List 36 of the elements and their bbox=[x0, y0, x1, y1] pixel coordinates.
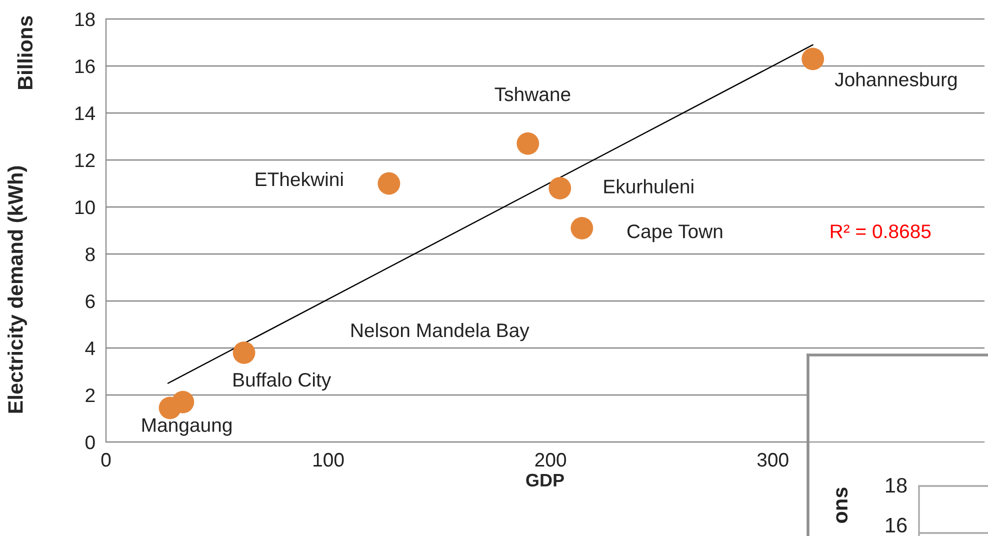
annotation: Nelson Mandela Bay bbox=[352, 322, 530, 342]
y-tick-label: 0 bbox=[86, 435, 95, 450]
x-tick-label: 0 bbox=[101, 452, 111, 467]
point bbox=[570, 216, 594, 240]
y-tick-label: 10 bbox=[75, 200, 95, 214]
annotation: Ekurhuleni bbox=[604, 179, 694, 194]
text: ons bbox=[836, 488, 848, 523]
text: 18 bbox=[886, 478, 907, 493]
annotation: Buffalo City bbox=[234, 372, 332, 391]
annotation: Tshwane bbox=[494, 86, 570, 102]
y-tick-label: 8 bbox=[86, 247, 95, 262]
point bbox=[172, 390, 194, 414]
y-tick-label: 6 bbox=[86, 294, 95, 308]
point bbox=[516, 132, 540, 155]
y2-axis-title: Billions bbox=[17, 16, 33, 90]
x-axis-title: GDP bbox=[526, 474, 564, 487]
point bbox=[548, 177, 572, 200]
annotation: R² = 0.8685 bbox=[830, 224, 931, 238]
annotation: EThekwini bbox=[256, 172, 343, 186]
annotation: Mangaung bbox=[142, 418, 232, 436]
y-tick-label: 2 bbox=[86, 388, 95, 402]
y-tick-label: 12 bbox=[75, 153, 95, 168]
text: 16 bbox=[886, 518, 907, 533]
point bbox=[802, 48, 824, 70]
y-tick-label: 14 bbox=[75, 106, 96, 120]
annotation: Johannesburg bbox=[834, 72, 957, 90]
y-tick-label: 18 bbox=[75, 12, 95, 26]
y-tick-label: 4 bbox=[85, 342, 96, 356]
x-tick-label: 100 bbox=[314, 452, 344, 467]
point bbox=[378, 172, 400, 195]
annotation: Cape Town bbox=[627, 224, 722, 242]
x-tick-label: 200 bbox=[535, 452, 566, 467]
x-tick-label: 300 bbox=[757, 452, 788, 467]
y-axis-title: Electricity demand (kWh) bbox=[8, 166, 27, 413]
point bbox=[232, 342, 256, 364]
y-tick-label: 16 bbox=[75, 59, 95, 74]
